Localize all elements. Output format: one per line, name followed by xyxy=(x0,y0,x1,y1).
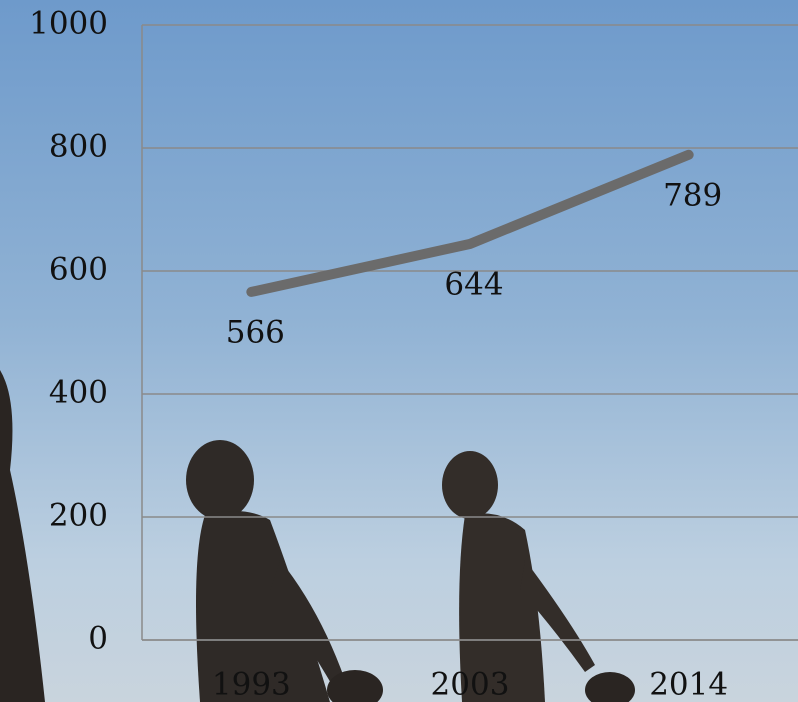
x-tick-label: 2003 xyxy=(431,667,510,702)
x-tick-label: 1993 xyxy=(212,667,291,702)
data-label: 644 xyxy=(444,266,503,302)
x-tick-label: 2014 xyxy=(649,667,728,702)
y-tick-label: 200 xyxy=(49,498,108,534)
data-label: 789 xyxy=(663,177,722,213)
y-tick-label: 600 xyxy=(49,252,108,288)
y-tick-label: 0 xyxy=(88,621,108,657)
y-tick-label: 800 xyxy=(49,129,108,165)
y-tick-label: 1000 xyxy=(29,6,108,42)
data-label: 566 xyxy=(226,314,285,350)
y-tick-label: 400 xyxy=(49,375,108,411)
line xyxy=(246,149,694,297)
